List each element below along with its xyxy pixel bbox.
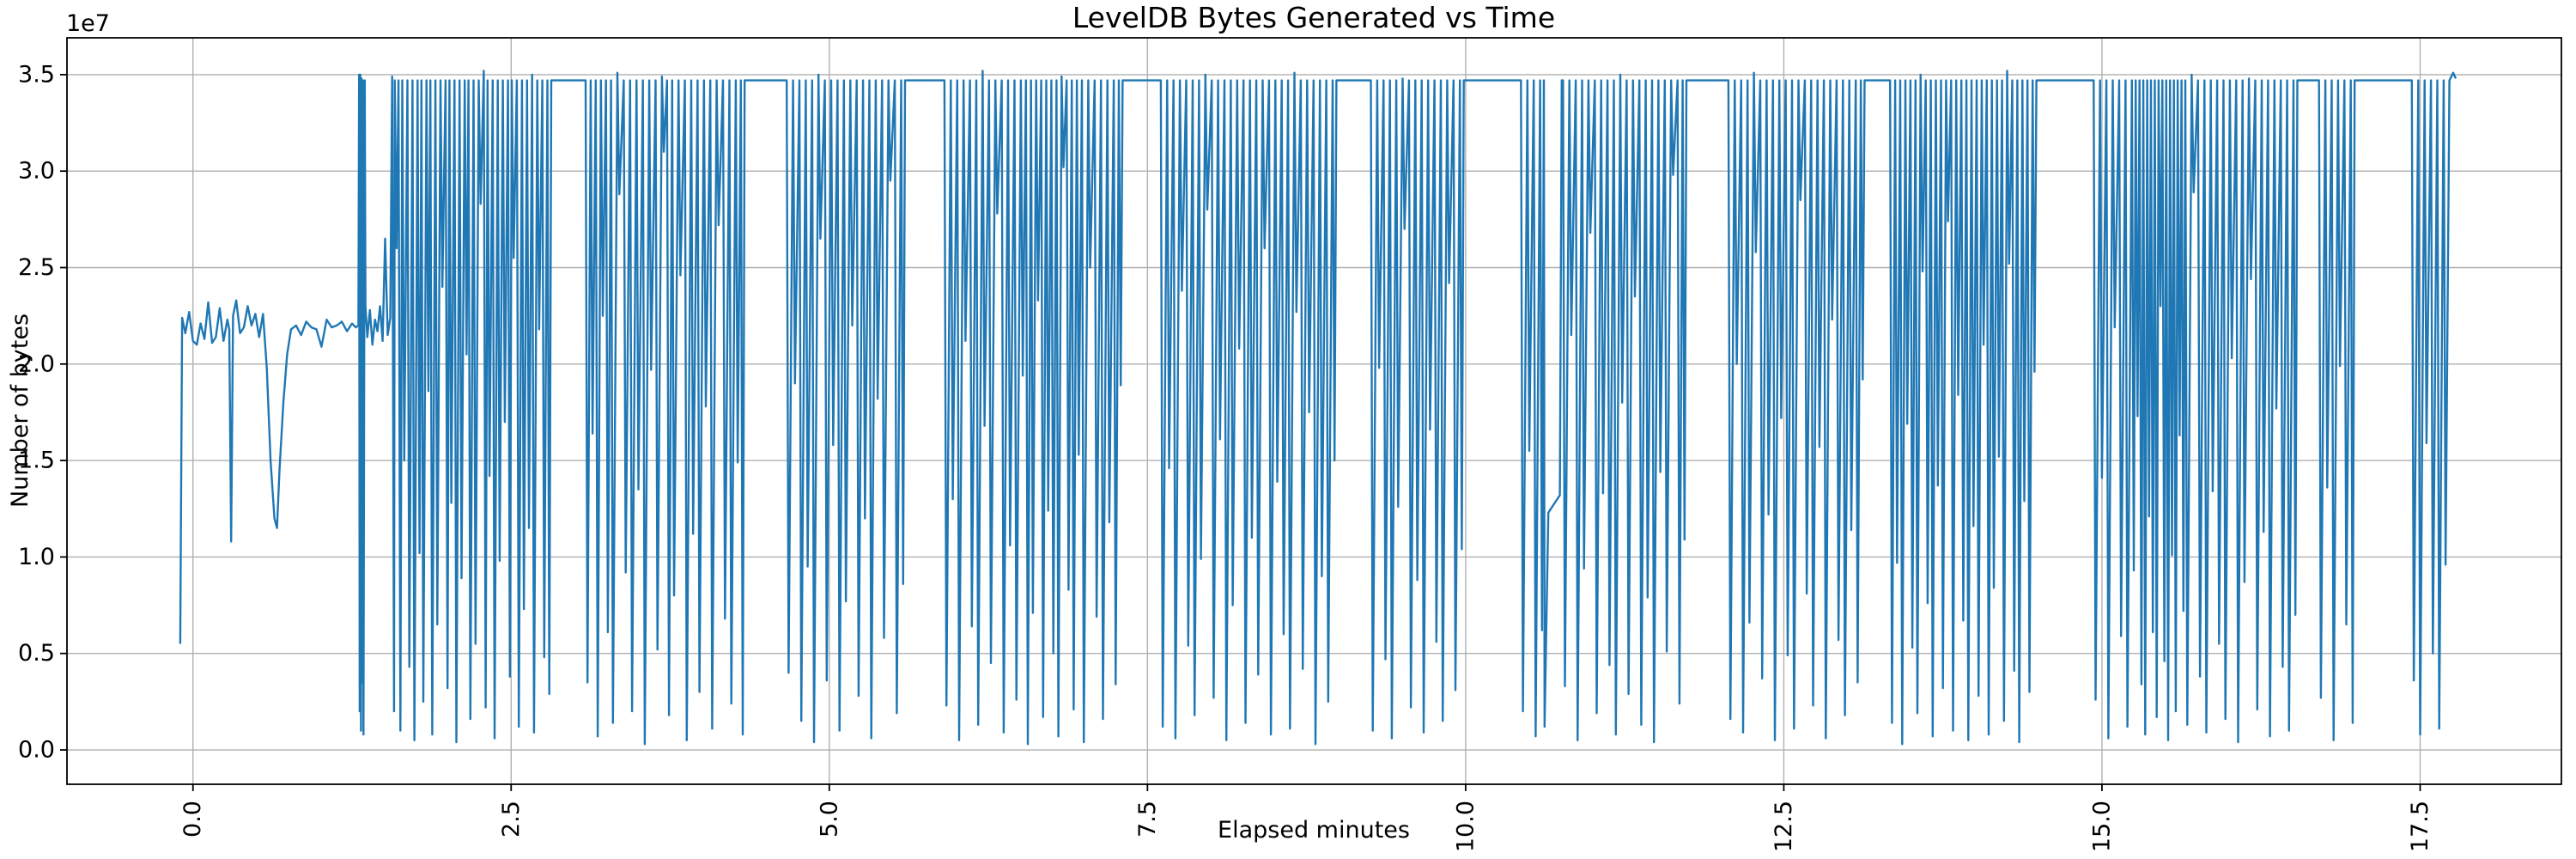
- y-tick-label: 3.0: [18, 158, 55, 185]
- x-tick-label: 10.0: [1452, 801, 1479, 852]
- x-axis-label: Elapsed minutes: [1218, 817, 1410, 844]
- x-tick-label: 5.0: [816, 801, 842, 838]
- tick-layer: [60, 73, 2421, 791]
- series-line: [179, 70, 2458, 746]
- y-tick-label: 0.5: [18, 640, 55, 667]
- y-tick-label: 0.0: [18, 737, 55, 764]
- y-axis-label: Number of bytes: [7, 314, 33, 508]
- x-tick-label: 7.5: [1134, 801, 1161, 838]
- label-layer: 0.0 2.5 5.0 7.5 10.0 12.5 15.0 17.5 0.0 0.5 1.0 1.5…: [18, 61, 2433, 852]
- y-tick-label: 1.0: [18, 544, 55, 570]
- x-tick-label: 0.0: [179, 801, 206, 838]
- x-tick-label: 12.5: [1771, 801, 1797, 852]
- y-axis-offset-text: 1e7: [66, 10, 110, 37]
- chart-title: LevelDB Bytes Generated vs Time: [1072, 1, 1555, 34]
- x-tick-label: 2.5: [498, 801, 525, 838]
- series-layer: [179, 70, 2458, 746]
- axes-frame: [66, 37, 2562, 785]
- x-tick-label: 17.5: [2407, 801, 2433, 852]
- y-tick-label: 3.5: [18, 61, 55, 88]
- y-tick-label: 2.0: [18, 350, 55, 377]
- y-tick-label: 2.5: [18, 254, 55, 281]
- x-tick-label: 15.0: [2088, 801, 2115, 852]
- y-tick-label: 1.5: [18, 448, 55, 474]
